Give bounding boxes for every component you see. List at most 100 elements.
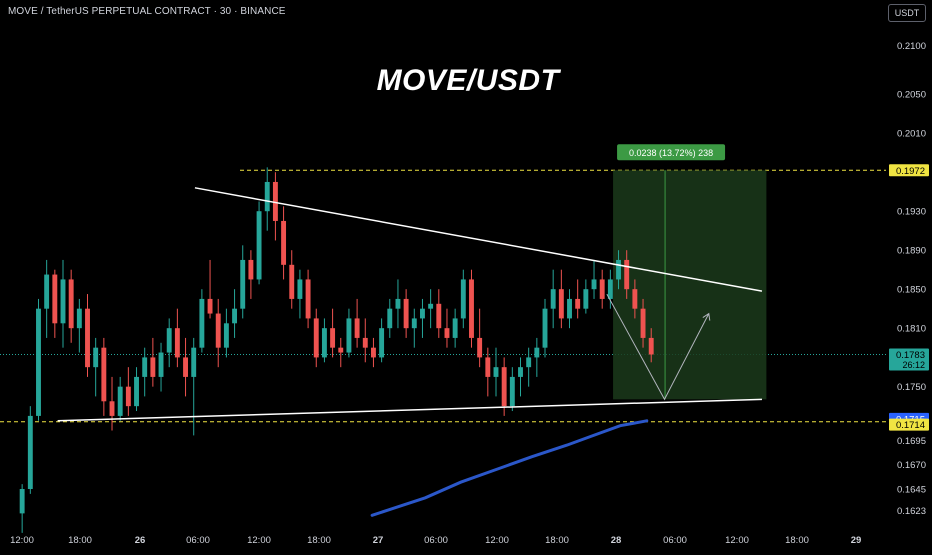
candle-body — [362, 337, 368, 348]
candle-body — [174, 328, 180, 358]
candle — [240, 245, 246, 319]
candle — [85, 294, 90, 377]
candle — [444, 308, 450, 348]
candle — [158, 342, 164, 392]
x-tick-label: 18:00 — [785, 535, 809, 546]
candles-layer — [19, 167, 654, 533]
candle-body — [509, 376, 515, 407]
candle-body — [469, 279, 474, 338]
candle — [534, 337, 540, 377]
candle-body — [158, 352, 164, 377]
x-tick-label: 29 — [851, 535, 862, 546]
candle — [272, 172, 278, 241]
candle — [346, 308, 352, 358]
candle — [60, 259, 66, 348]
x-tick-label: 26 — [135, 535, 146, 546]
y-tick-label: 0.2010 — [897, 129, 926, 140]
candle-body — [436, 303, 442, 329]
candle — [624, 250, 630, 299]
candle-body — [85, 308, 90, 368]
candle — [591, 259, 597, 299]
candle — [281, 206, 287, 280]
candle-body — [76, 308, 82, 329]
x-tick-label: 06:00 — [424, 535, 448, 546]
candle — [558, 269, 564, 329]
target-zone-box — [613, 170, 767, 400]
candle — [101, 337, 107, 416]
x-tick-label: 18:00 — [545, 535, 569, 546]
candle — [191, 337, 197, 436]
candle — [575, 279, 581, 319]
candle — [616, 250, 621, 290]
x-tick-label: 28 — [611, 535, 622, 546]
candle — [166, 318, 172, 368]
candle-body — [550, 289, 556, 309]
x-tick-label: 12:00 — [247, 535, 271, 546]
candle — [607, 269, 613, 309]
candle-body — [648, 337, 654, 355]
candle-body — [379, 328, 385, 358]
candle-body — [142, 357, 148, 377]
trendlines-layer — [57, 187, 763, 422]
candle-body — [207, 298, 213, 314]
x-tick-label: 12:00 — [10, 535, 34, 546]
candle — [134, 367, 139, 412]
current-price-tag: 0.1783 — [896, 350, 925, 361]
candle — [567, 289, 572, 329]
candle-body — [248, 259, 254, 280]
candle-body — [542, 308, 548, 348]
candle-body — [526, 357, 532, 368]
candle-body — [428, 303, 434, 309]
candle-body — [518, 367, 523, 377]
candle — [19, 484, 25, 533]
candle-body — [493, 367, 499, 377]
candle-body — [36, 308, 41, 416]
target-zone-layer: 0.0238 (13.72%) 238 — [613, 144, 767, 400]
candle-body — [44, 274, 50, 309]
candle-body — [52, 274, 58, 324]
candle — [264, 167, 270, 231]
candle — [485, 347, 491, 397]
candle-body — [297, 279, 303, 299]
candle-body — [420, 308, 425, 319]
moving-average-layer — [370, 419, 649, 517]
target-price-tag-bg — [889, 164, 929, 177]
candle-body — [346, 318, 352, 353]
support-price-tag-bg — [889, 418, 929, 431]
candle — [526, 347, 532, 387]
candle-body — [199, 298, 205, 348]
candle-body — [575, 298, 581, 309]
candle-body — [125, 386, 131, 407]
y-tick-label: 0.2050 — [897, 90, 926, 101]
candle — [354, 298, 360, 348]
candle — [428, 289, 434, 329]
candle — [93, 337, 99, 397]
candle — [223, 308, 229, 358]
candle-body — [354, 318, 360, 338]
axes-layer: 0.2100 0.2050 0.2010 0.1930 0.1890 0.1850 0.18… — [10, 41, 929, 546]
candle — [648, 328, 654, 363]
candle — [420, 298, 425, 338]
x-tick-label: 18:00 — [68, 535, 92, 546]
candle-body — [232, 308, 238, 324]
candle — [599, 269, 605, 309]
candle-body — [632, 289, 638, 309]
y-tick-label: 0.2100 — [897, 41, 926, 52]
candle — [76, 298, 82, 353]
candle — [313, 308, 319, 368]
candle-body — [460, 279, 466, 319]
chart-overlay-title: MOVE/USDT — [376, 64, 560, 97]
candle-body — [183, 357, 188, 377]
candle-body — [109, 401, 115, 416]
candle-body — [272, 181, 278, 221]
moving-average-line — [370, 419, 649, 517]
currency-button[interactable]: USDT — [888, 4, 926, 22]
y-tick-label: 0.1930 — [897, 207, 926, 218]
candle — [338, 337, 344, 368]
candle — [550, 269, 556, 329]
candle-body — [223, 323, 229, 348]
candle — [469, 269, 474, 348]
candle — [27, 406, 33, 494]
